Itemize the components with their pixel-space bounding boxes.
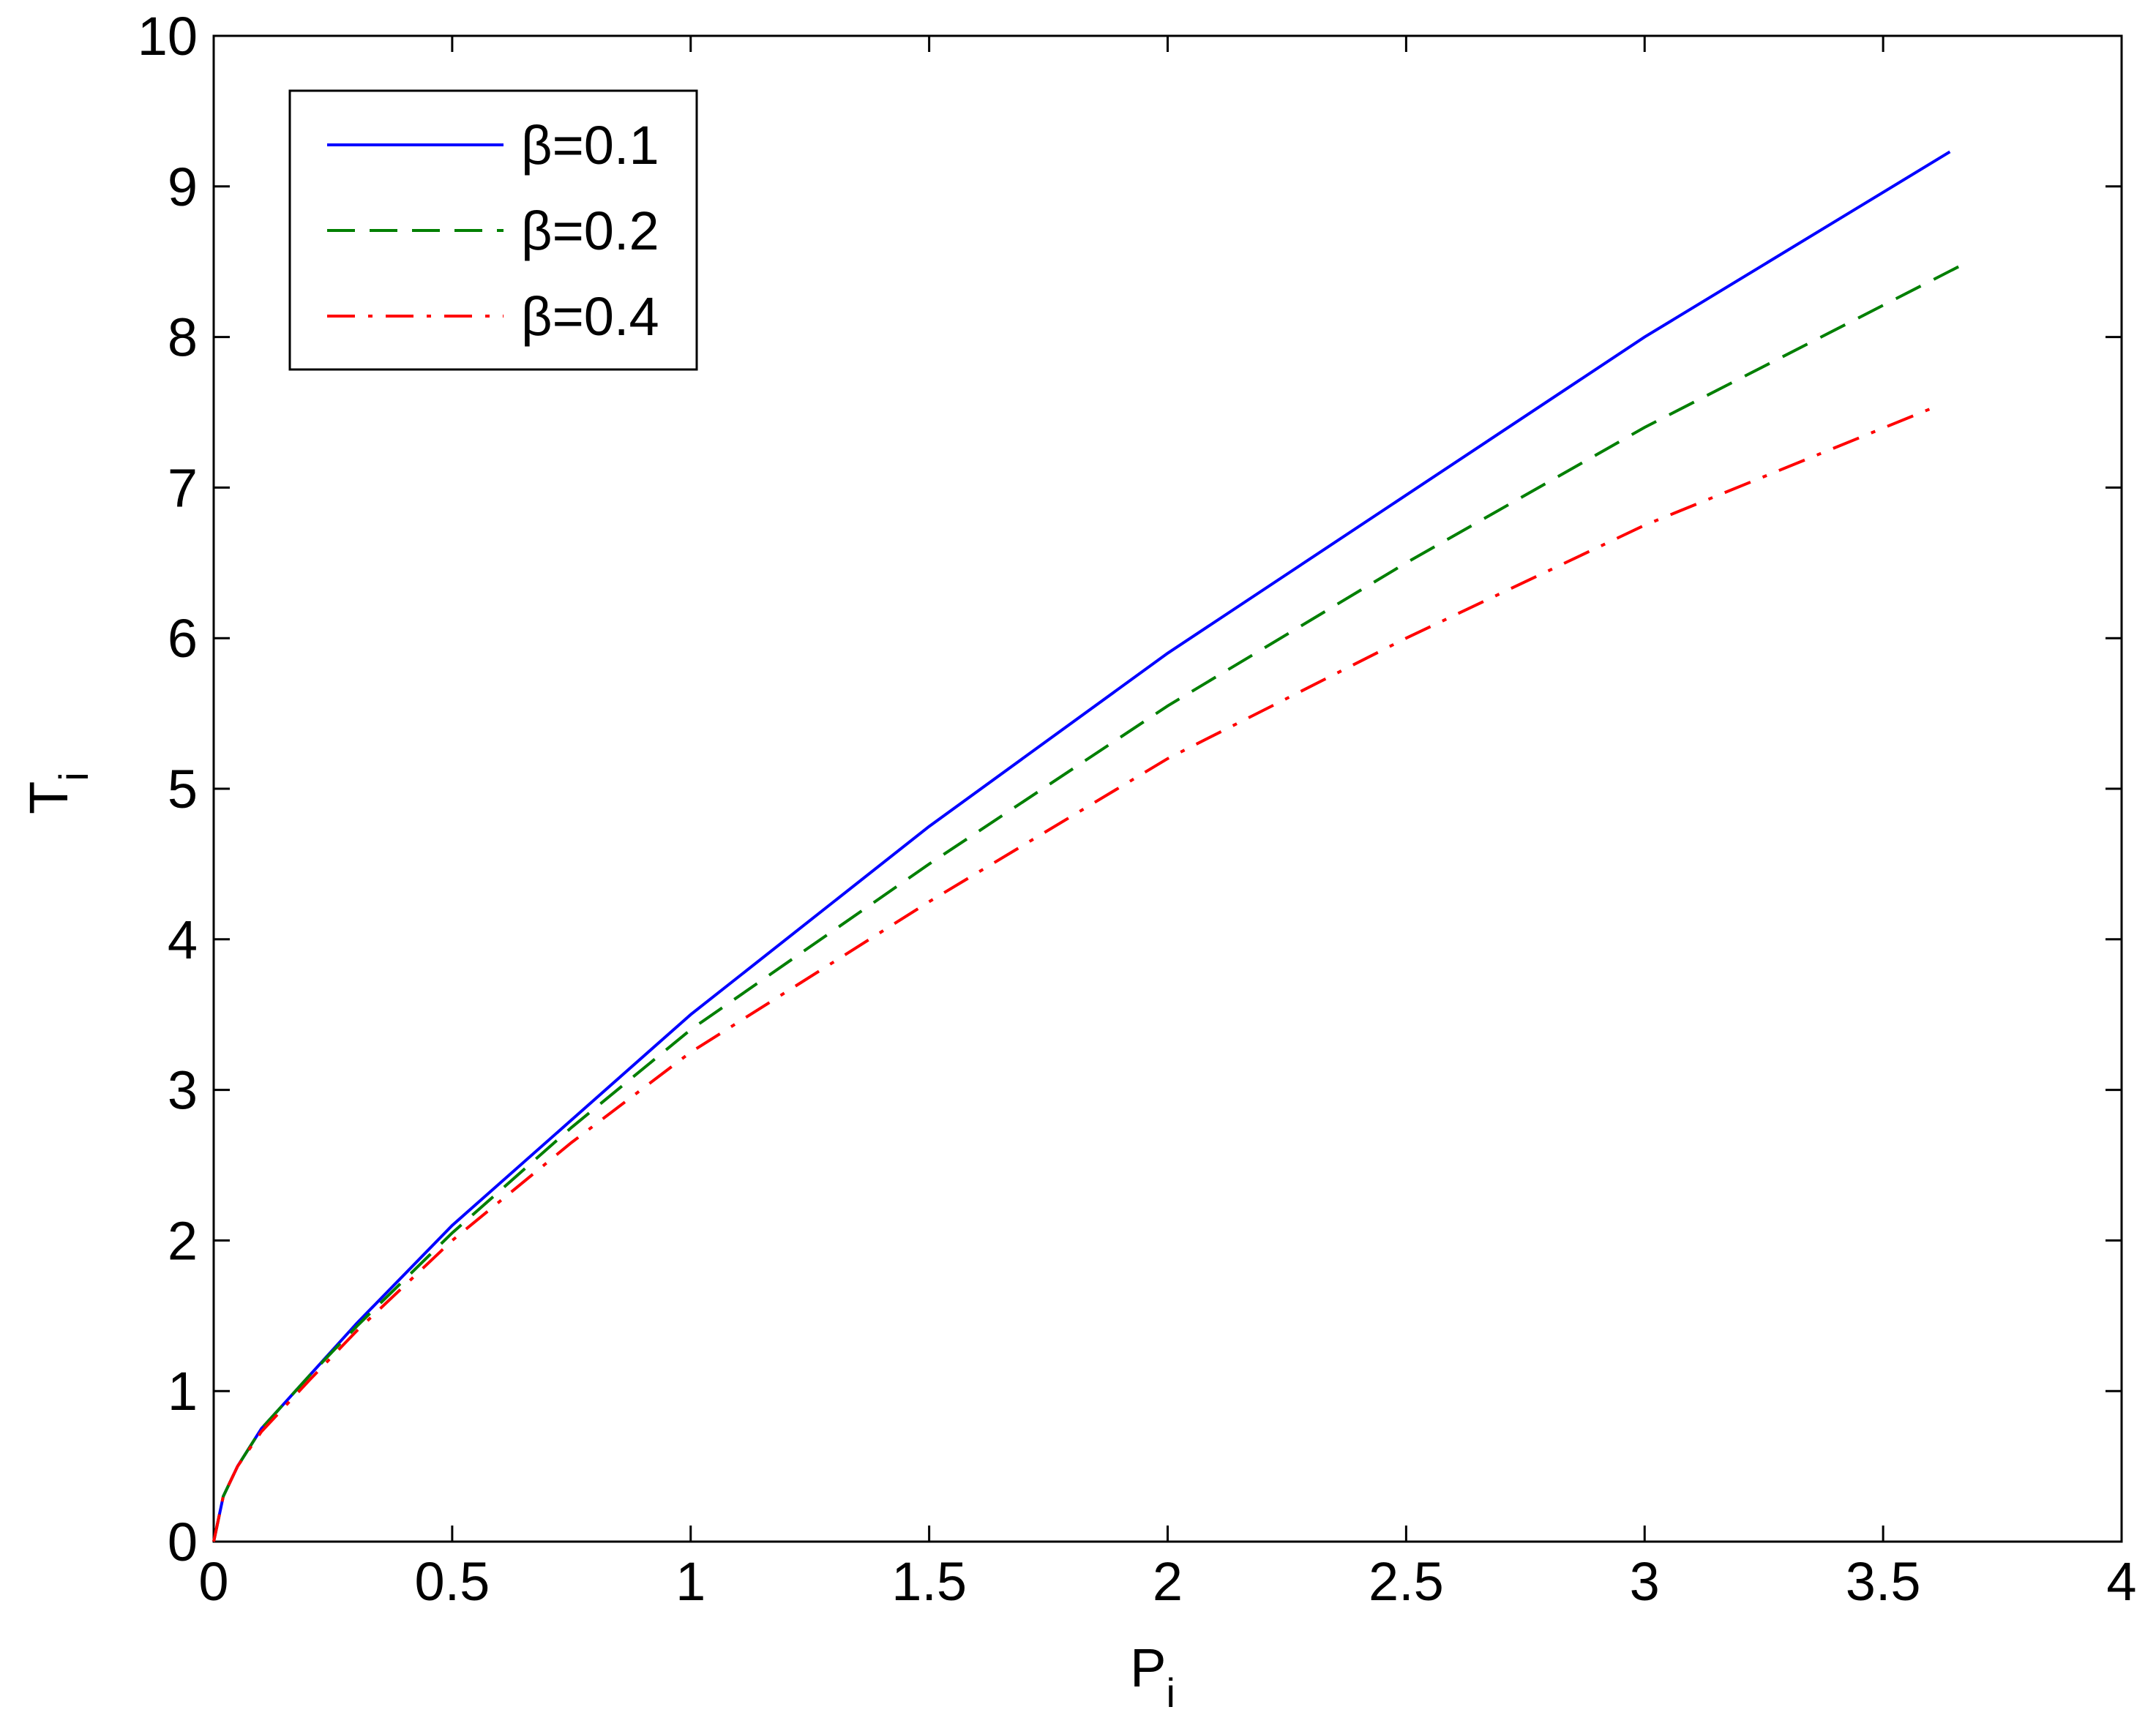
legend-label: β=0.2 (521, 200, 659, 261)
x-tick-label: 2 (1153, 1551, 1183, 1612)
series-line (212, 265, 1961, 1542)
x-tick-label: 0 (198, 1551, 228, 1612)
y-label-sub: i (50, 772, 97, 781)
y-tick-label: 6 (168, 608, 198, 669)
x-label-sub: i (1166, 1670, 1175, 1716)
y-tick-label: 4 (168, 909, 198, 970)
legend-box (288, 89, 698, 371)
y-axis-label: Ti (18, 772, 97, 814)
x-tick-label: 0.5 (414, 1551, 490, 1612)
y-tick-label: 0 (168, 1512, 198, 1572)
y-tick-label: 7 (168, 457, 198, 518)
y-tick-label: 5 (168, 759, 198, 819)
x-tick-label: 3 (1630, 1551, 1660, 1612)
x-tick-label: 3.5 (1846, 1551, 1921, 1612)
legend-label: β=0.1 (521, 115, 659, 176)
x-axis-label: Pi (1130, 1637, 1175, 1716)
x-tick-label: 2.5 (1369, 1551, 1444, 1612)
y-tick-label: 2 (168, 1210, 198, 1271)
x-tick-label: 4 (2106, 1551, 2136, 1612)
y-label-main: T (18, 781, 79, 814)
x-tick-label: 1 (675, 1551, 705, 1612)
x-tick-label: 1.5 (891, 1551, 967, 1612)
y-tick-label: 10 (138, 6, 198, 67)
y-tick-label: 9 (168, 157, 198, 217)
x-label-main: P (1130, 1637, 1166, 1698)
y-tick-label: 8 (168, 307, 198, 368)
y-tick-label: 3 (168, 1060, 198, 1121)
legend-label: β=0.4 (521, 286, 659, 347)
y-tick-label: 1 (168, 1361, 198, 1422)
series-line (212, 403, 1942, 1542)
